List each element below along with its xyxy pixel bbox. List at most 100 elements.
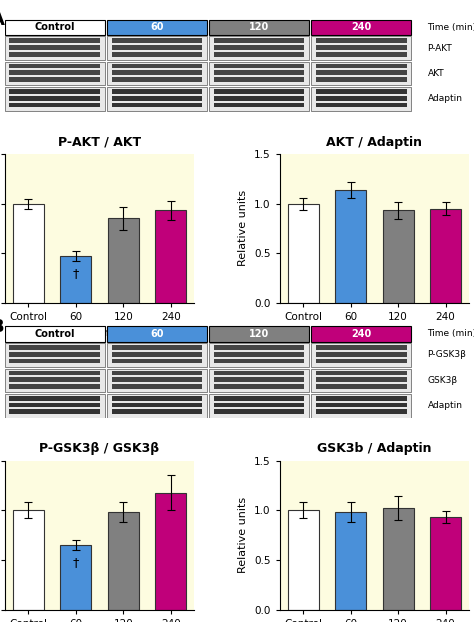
FancyBboxPatch shape <box>9 70 100 75</box>
Text: 60: 60 <box>150 22 164 32</box>
FancyBboxPatch shape <box>316 64 407 68</box>
FancyBboxPatch shape <box>311 19 411 35</box>
FancyBboxPatch shape <box>111 45 202 50</box>
Text: AKT: AKT <box>428 69 444 78</box>
Text: 240: 240 <box>351 329 372 339</box>
FancyBboxPatch shape <box>111 96 202 101</box>
FancyBboxPatch shape <box>316 359 407 363</box>
Text: 60: 60 <box>150 329 164 339</box>
FancyBboxPatch shape <box>214 371 304 375</box>
Text: Adaptin: Adaptin <box>428 95 463 103</box>
FancyBboxPatch shape <box>311 394 411 417</box>
FancyBboxPatch shape <box>214 77 304 82</box>
FancyBboxPatch shape <box>107 87 207 111</box>
FancyBboxPatch shape <box>214 103 304 108</box>
Text: Control: Control <box>35 329 75 339</box>
FancyBboxPatch shape <box>111 70 202 75</box>
FancyBboxPatch shape <box>209 394 309 417</box>
FancyBboxPatch shape <box>209 19 309 35</box>
FancyBboxPatch shape <box>209 369 309 392</box>
FancyBboxPatch shape <box>214 345 304 350</box>
FancyBboxPatch shape <box>214 52 304 57</box>
FancyBboxPatch shape <box>111 352 202 356</box>
Bar <box>430 208 461 303</box>
Bar <box>155 493 186 610</box>
FancyBboxPatch shape <box>111 345 202 350</box>
FancyBboxPatch shape <box>5 327 105 342</box>
FancyBboxPatch shape <box>9 378 100 382</box>
Text: 120: 120 <box>249 22 269 32</box>
Bar <box>60 256 91 303</box>
Title: P-AKT / AKT: P-AKT / AKT <box>58 136 141 149</box>
FancyBboxPatch shape <box>9 39 100 43</box>
Bar <box>335 513 366 610</box>
FancyBboxPatch shape <box>316 402 407 407</box>
FancyBboxPatch shape <box>316 384 407 389</box>
FancyBboxPatch shape <box>311 327 411 342</box>
FancyBboxPatch shape <box>107 343 207 367</box>
FancyBboxPatch shape <box>107 19 207 35</box>
Bar <box>155 210 186 303</box>
FancyBboxPatch shape <box>209 36 309 60</box>
Text: 120: 120 <box>249 329 269 339</box>
FancyBboxPatch shape <box>311 62 411 85</box>
Bar <box>335 190 366 303</box>
FancyBboxPatch shape <box>9 359 100 363</box>
FancyBboxPatch shape <box>316 409 407 414</box>
FancyBboxPatch shape <box>5 394 105 417</box>
FancyBboxPatch shape <box>214 96 304 101</box>
FancyBboxPatch shape <box>9 96 100 101</box>
FancyBboxPatch shape <box>214 45 304 50</box>
FancyBboxPatch shape <box>107 394 207 417</box>
FancyBboxPatch shape <box>316 89 407 94</box>
FancyBboxPatch shape <box>316 96 407 101</box>
FancyBboxPatch shape <box>111 409 202 414</box>
FancyBboxPatch shape <box>9 409 100 414</box>
FancyBboxPatch shape <box>111 371 202 375</box>
Bar <box>288 511 319 610</box>
FancyBboxPatch shape <box>214 409 304 414</box>
Text: †: † <box>73 556 79 569</box>
Text: GSK3β: GSK3β <box>428 376 457 385</box>
FancyBboxPatch shape <box>316 52 407 57</box>
Text: †: † <box>73 267 79 280</box>
FancyBboxPatch shape <box>111 396 202 401</box>
FancyBboxPatch shape <box>5 19 105 35</box>
FancyBboxPatch shape <box>214 384 304 389</box>
FancyBboxPatch shape <box>209 87 309 111</box>
FancyBboxPatch shape <box>111 77 202 82</box>
FancyBboxPatch shape <box>9 352 100 356</box>
Text: 240: 240 <box>351 22 372 32</box>
FancyBboxPatch shape <box>5 369 105 392</box>
Bar <box>108 218 138 303</box>
FancyBboxPatch shape <box>214 402 304 407</box>
FancyBboxPatch shape <box>316 39 407 43</box>
FancyBboxPatch shape <box>214 396 304 401</box>
FancyBboxPatch shape <box>9 64 100 68</box>
FancyBboxPatch shape <box>214 359 304 363</box>
FancyBboxPatch shape <box>111 378 202 382</box>
FancyBboxPatch shape <box>9 103 100 108</box>
FancyBboxPatch shape <box>107 62 207 85</box>
FancyBboxPatch shape <box>316 345 407 350</box>
FancyBboxPatch shape <box>214 89 304 94</box>
Bar <box>60 545 91 610</box>
Text: Time (min): Time (min) <box>428 329 474 338</box>
FancyBboxPatch shape <box>214 64 304 68</box>
FancyBboxPatch shape <box>209 62 309 85</box>
FancyBboxPatch shape <box>9 77 100 82</box>
FancyBboxPatch shape <box>111 402 202 407</box>
Bar <box>13 511 44 610</box>
FancyBboxPatch shape <box>9 345 100 350</box>
FancyBboxPatch shape <box>214 378 304 382</box>
X-axis label: Time (min): Time (min) <box>344 327 405 337</box>
FancyBboxPatch shape <box>316 45 407 50</box>
FancyBboxPatch shape <box>9 89 100 94</box>
FancyBboxPatch shape <box>9 52 100 57</box>
FancyBboxPatch shape <box>5 62 105 85</box>
Bar <box>108 513 138 610</box>
FancyBboxPatch shape <box>107 327 207 342</box>
FancyBboxPatch shape <box>111 103 202 108</box>
Text: Adaptin: Adaptin <box>428 401 463 411</box>
FancyBboxPatch shape <box>111 64 202 68</box>
